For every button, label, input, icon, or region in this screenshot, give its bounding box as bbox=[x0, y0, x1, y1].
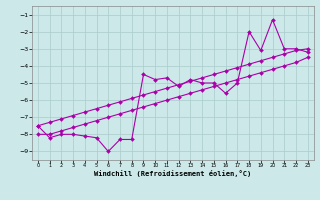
X-axis label: Windchill (Refroidissement éolien,°C): Windchill (Refroidissement éolien,°C) bbox=[94, 170, 252, 177]
